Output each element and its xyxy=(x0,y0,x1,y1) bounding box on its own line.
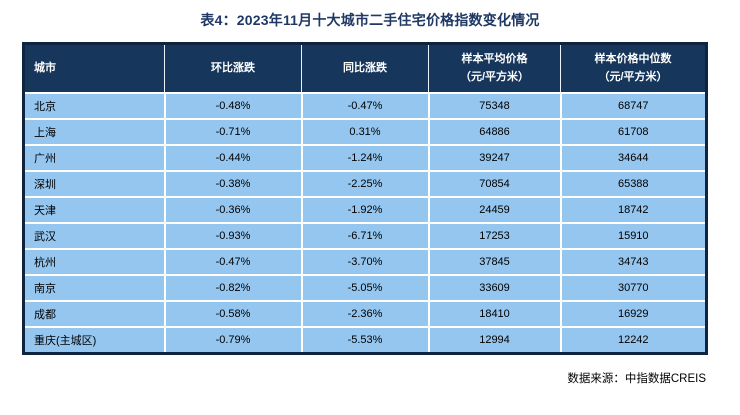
avg-price-cell: 17253 xyxy=(427,222,562,250)
yoy-cell: -1.92% xyxy=(300,196,430,224)
median-price-cell: 12242 xyxy=(559,326,708,355)
mom-cell: -0.71% xyxy=(163,118,303,146)
mom-cell: -0.47% xyxy=(163,248,303,276)
table-row: 南京 -0.82% -5.05% 33609 30770 xyxy=(22,274,708,302)
header-city: 城市 xyxy=(23,43,165,94)
city-cell: 杭州 xyxy=(22,248,166,276)
city-cell: 深圳 xyxy=(22,170,166,198)
city-cell: 成都 xyxy=(22,300,166,328)
yoy-cell: -1.24% xyxy=(300,144,430,172)
header-yoy-change: 同比涨跌 xyxy=(301,43,429,94)
city-cell: 天津 xyxy=(22,196,166,224)
mom-cell: -0.36% xyxy=(163,196,303,224)
city-cell: 广州 xyxy=(22,144,166,172)
median-price-cell: 34743 xyxy=(559,248,708,276)
city-price-index-table: 城市 环比涨跌 同比涨跌 样本平均价格 （元/平方米） 样本价格中位数 （元/平方米… xyxy=(22,42,708,355)
median-price-cell: 61708 xyxy=(559,118,708,146)
yoy-cell: -2.25% xyxy=(300,170,430,198)
avg-price-cell: 24459 xyxy=(427,196,562,224)
table-row: 成都 -0.58% -2.36% 18410 16929 xyxy=(22,300,708,328)
median-price-cell: 68747 xyxy=(559,92,708,120)
avg-price-cell: 75348 xyxy=(427,92,562,120)
table-row: 北京 -0.48% -0.47% 75348 68747 xyxy=(22,92,708,120)
table-row: 杭州 -0.47% -3.70% 37845 34743 xyxy=(22,248,708,276)
table-row: 重庆(主城区) -0.79% -5.53% 12994 12242 xyxy=(22,326,708,355)
avg-price-cell: 70854 xyxy=(427,170,562,198)
table-title: 表4：2023年11月十大城市二手住宅价格指数变化情况 xyxy=(200,12,540,28)
city-cell: 重庆(主城区) xyxy=(22,326,166,355)
city-cell: 上海 xyxy=(22,118,166,146)
mom-cell: -0.93% xyxy=(163,222,303,250)
yoy-cell: -5.05% xyxy=(300,274,430,302)
table-row: 天津 -0.36% -1.92% 24459 18742 xyxy=(22,196,708,224)
median-price-cell: 16929 xyxy=(559,300,708,328)
yoy-cell: 0.31% xyxy=(300,118,430,146)
yoy-cell: -3.70% xyxy=(300,248,430,276)
avg-price-cell: 12994 xyxy=(427,326,562,355)
mom-cell: -0.82% xyxy=(163,274,303,302)
table-row: 广州 -0.44% -1.24% 39247 34644 xyxy=(22,144,708,172)
median-price-cell: 15910 xyxy=(559,222,708,250)
median-price-cell: 34644 xyxy=(559,144,708,172)
table-row: 武汉 -0.93% -6.71% 17253 15910 xyxy=(22,222,708,250)
data-source-note: 数据来源：中指数据CREIS xyxy=(567,373,706,385)
mom-cell: -0.79% xyxy=(163,326,303,355)
yoy-cell: -2.36% xyxy=(300,300,430,328)
median-price-cell: 30770 xyxy=(559,274,708,302)
yoy-cell: -6.71% xyxy=(300,222,430,250)
table-row: 深圳 -0.38% -2.25% 70854 65388 xyxy=(22,170,708,198)
avg-price-cell: 37845 xyxy=(427,248,562,276)
avg-price-cell: 39247 xyxy=(427,144,562,172)
yoy-cell: -0.47% xyxy=(300,92,430,120)
city-cell: 武汉 xyxy=(22,222,166,250)
median-price-cell: 65388 xyxy=(559,170,708,198)
median-price-cell: 18742 xyxy=(559,196,708,224)
mom-cell: -0.38% xyxy=(163,170,303,198)
yoy-cell: -5.53% xyxy=(300,326,430,355)
header-avg-price: 样本平均价格 （元/平方米） xyxy=(428,43,561,94)
city-cell: 北京 xyxy=(22,92,166,120)
mom-cell: -0.58% xyxy=(163,300,303,328)
mom-cell: -0.44% xyxy=(163,144,303,172)
avg-price-cell: 18410 xyxy=(427,300,562,328)
header-mom-change: 环比涨跌 xyxy=(164,43,302,94)
city-cell: 南京 xyxy=(22,274,166,302)
table-row: 上海 -0.71% 0.31% 64886 61708 xyxy=(22,118,708,146)
avg-price-cell: 33609 xyxy=(427,274,562,302)
header-median-price: 样本价格中位数 （元/平方米） xyxy=(560,43,707,94)
header-row: 城市 环比涨跌 同比涨跌 样本平均价格 （元/平方米） 样本价格中位数 （元/平方米… xyxy=(23,43,707,94)
mom-cell: -0.48% xyxy=(163,92,303,120)
avg-price-cell: 64886 xyxy=(427,118,562,146)
